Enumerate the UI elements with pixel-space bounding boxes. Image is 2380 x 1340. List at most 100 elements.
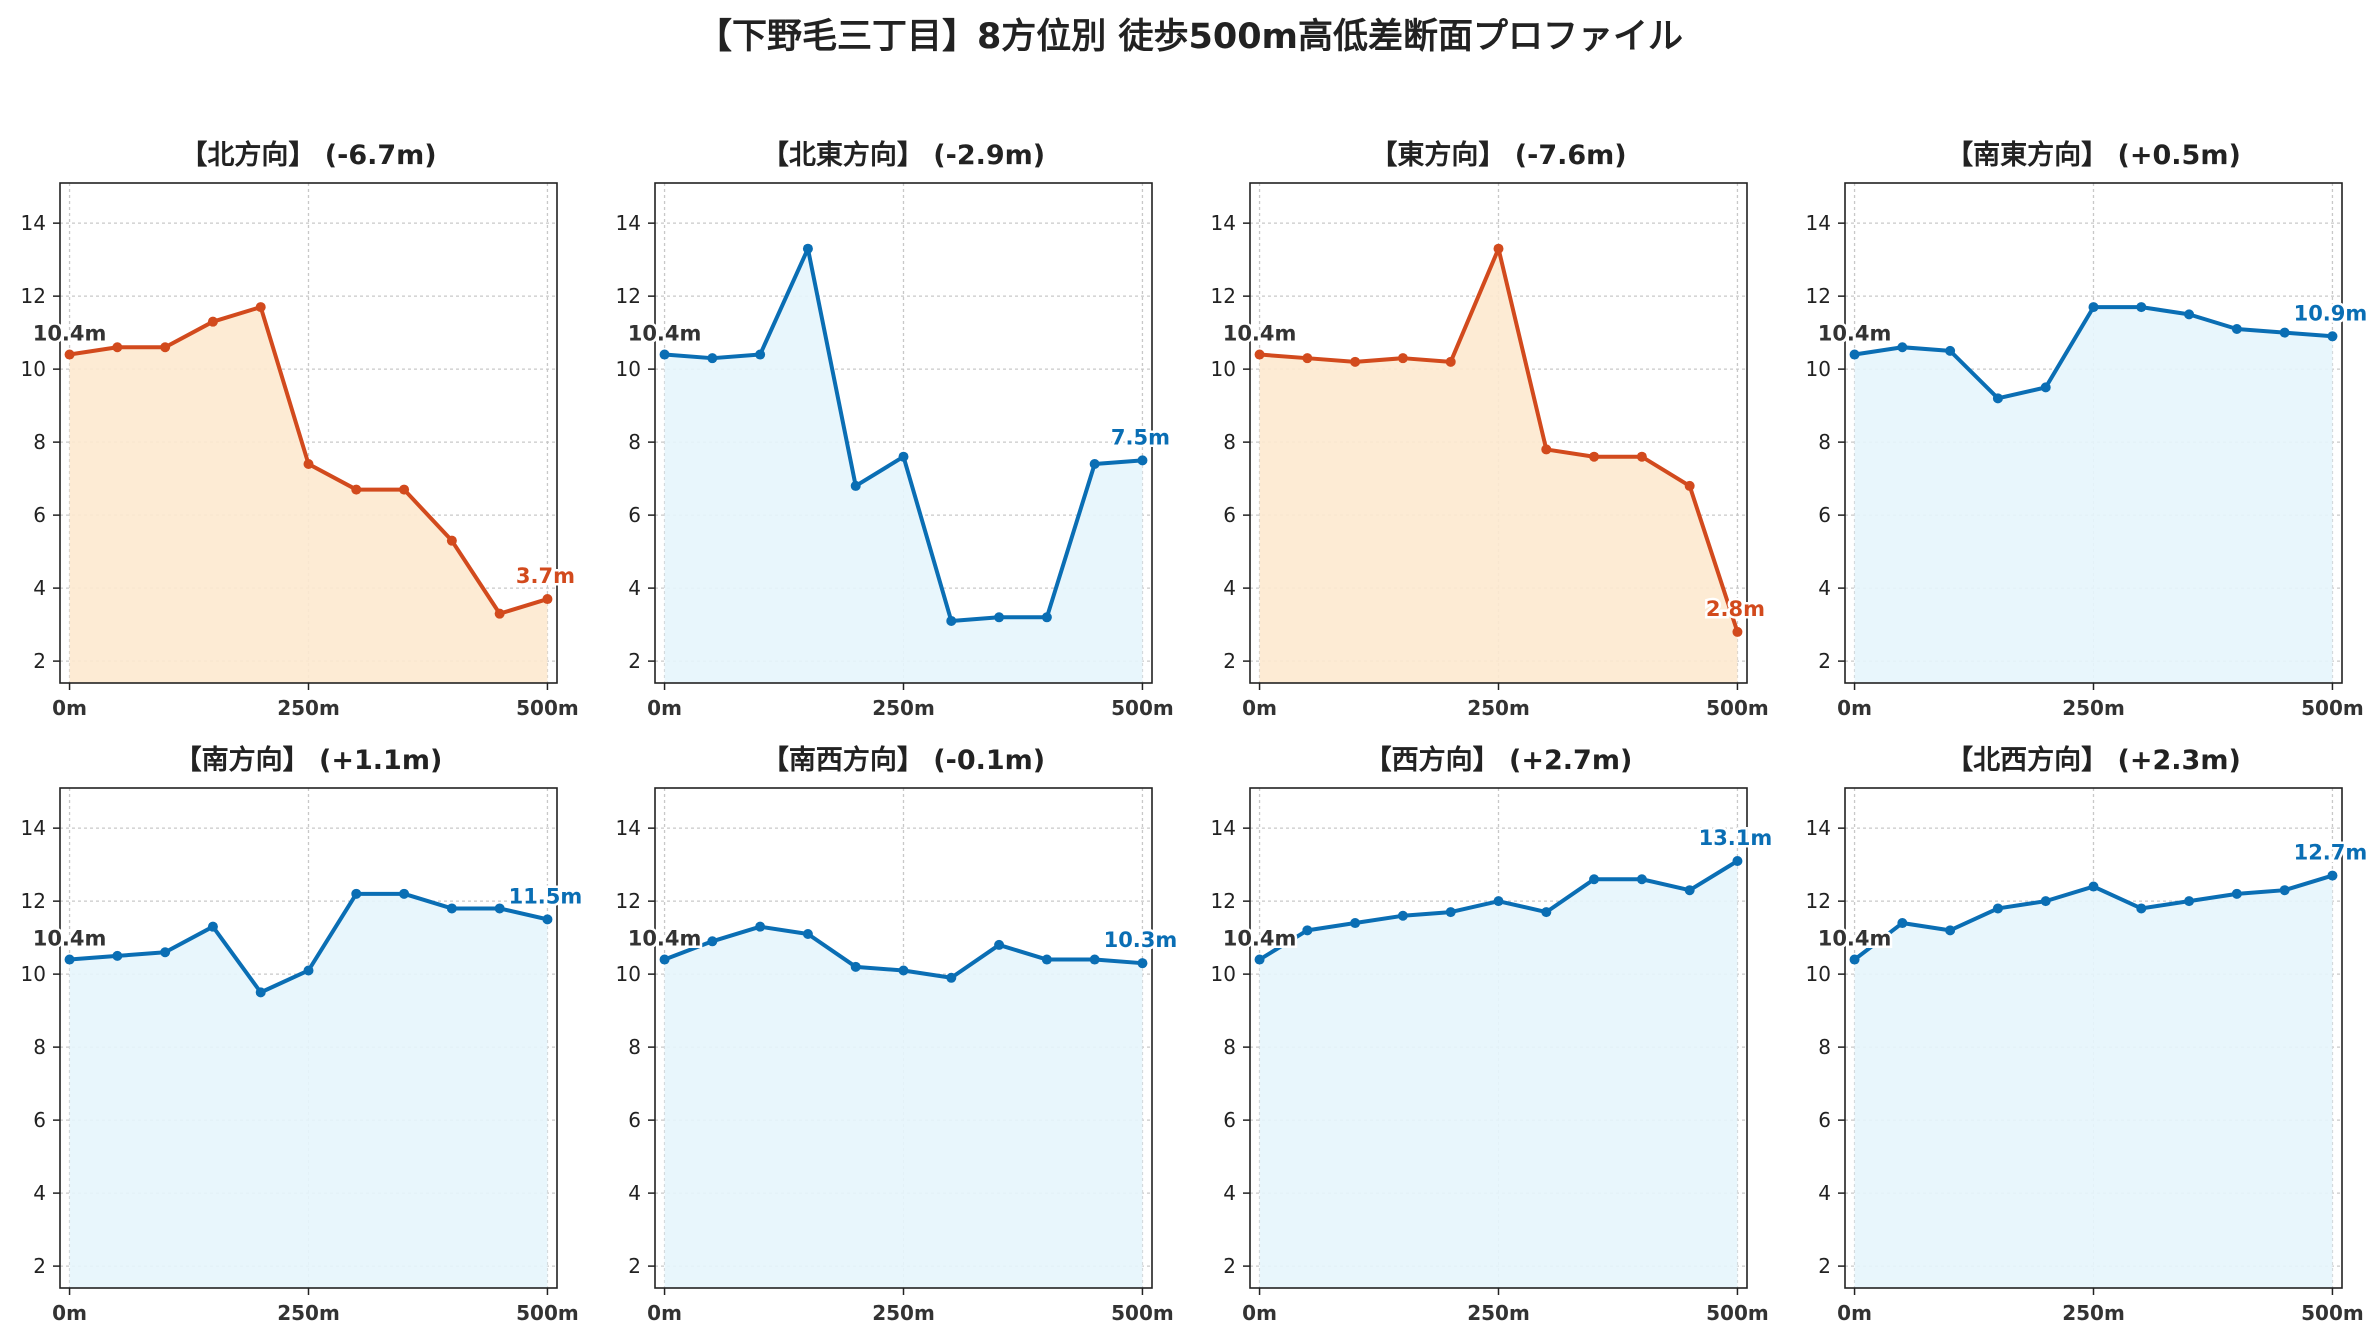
- y-tick-label: 10: [21, 962, 46, 986]
- panel-northeast: 【北東方向】 (-2.9m) 2 4 6 8 10 12 14 0m 250m 500m 10.4m 7…: [595, 130, 1190, 720]
- data-point: [2279, 885, 2290, 896]
- data-point: [446, 535, 457, 546]
- x-tick-label: 250m: [2062, 696, 2125, 720]
- data-point: [1849, 349, 1860, 360]
- area-fill: [69, 893, 548, 1288]
- end-value-label: 10.3m: [1104, 928, 1178, 952]
- x-tick-label: 500m: [2301, 1301, 2364, 1325]
- y-tick-label: 12: [1806, 889, 1831, 913]
- data-point: [64, 349, 75, 360]
- start-value-label: 10.4m: [1223, 927, 1297, 951]
- x-tick-label: 500m: [516, 1301, 579, 1325]
- data-point: [994, 939, 1005, 950]
- panel-title: 【南方向】 (+1.1m): [175, 744, 443, 776]
- y-tick-label: 2: [33, 1254, 46, 1278]
- y-tick-label: 4: [33, 576, 46, 600]
- y-tick-label: 14: [21, 211, 46, 235]
- area-fill: [664, 926, 1143, 1288]
- y-tick-label: 4: [1223, 1181, 1236, 1205]
- data-point: [659, 954, 670, 965]
- panel-title: 【西方向】 (+2.7m): [1365, 744, 1633, 776]
- area-fill: [1854, 307, 2333, 683]
- y-tick-label: 12: [21, 284, 46, 308]
- y-tick-label: 8: [1223, 430, 1236, 454]
- y-tick-label: 6: [1223, 503, 1236, 527]
- data-point: [160, 342, 171, 353]
- figure-title: 【下野毛三丁目】8方位別 徒歩500m高低差断面プロファイル: [696, 17, 1684, 57]
- start-value-label: 10.4m: [33, 322, 107, 346]
- x-tick-label: 500m: [1706, 1301, 1769, 1325]
- chart-northeast: 【北東方向】 (-2.9m) 2 4 6 8 10 12 14 0m 250m 500m 10.4m 7…: [616, 139, 1174, 720]
- chart-north: 【北方向】 (-6.7m) 2 4 6 8 10 12 14 0m 250m 500m 10.4m 3.…: [21, 139, 579, 720]
- data-point: [1089, 459, 1100, 470]
- y-tick-label: 14: [1211, 816, 1236, 840]
- data-point: [446, 903, 457, 914]
- x-tick-label: 0m: [1837, 696, 1872, 720]
- data-point: [659, 349, 670, 360]
- data-point: [207, 316, 218, 327]
- data-point: [2136, 302, 2147, 313]
- x-tick-label: 250m: [872, 1301, 935, 1325]
- start-value-label: 10.4m: [628, 322, 702, 346]
- data-point: [1254, 954, 1265, 965]
- data-point: [2184, 309, 2195, 320]
- data-point: [1541, 444, 1552, 455]
- y-tick-label: 2: [1818, 1254, 1831, 1278]
- y-tick-label: 8: [1818, 1035, 1831, 1059]
- start-value-label: 10.4m: [1818, 927, 1892, 951]
- data-point: [946, 972, 957, 983]
- y-tick-label: 2: [1223, 649, 1236, 673]
- y-tick-label: 10: [616, 962, 641, 986]
- y-tick-label: 6: [1818, 503, 1831, 527]
- area-fill: [1259, 248, 1738, 683]
- end-value-label: 2.8m: [1706, 597, 1765, 621]
- x-tick-label: 500m: [2301, 696, 2364, 720]
- y-tick-label: 8: [628, 1035, 641, 1059]
- data-point: [1137, 958, 1148, 969]
- y-tick-label: 4: [1818, 1181, 1831, 1205]
- y-tick-label: 10: [1211, 357, 1236, 381]
- data-point: [542, 594, 553, 605]
- start-value-label: 10.4m: [33, 927, 107, 951]
- area-fill: [69, 307, 548, 683]
- x-tick-label: 250m: [1467, 696, 1530, 720]
- data-point: [255, 302, 266, 313]
- data-point: [2279, 327, 2290, 338]
- x-tick-label: 0m: [52, 1301, 87, 1325]
- y-tick-label: 2: [1223, 1254, 1236, 1278]
- data-point: [494, 608, 505, 619]
- chart-west: 【西方向】 (+2.7m) 2 4 6 8 10 12 14 0m 250m 500m 10.4m 13…: [1211, 744, 1775, 1325]
- data-point: [850, 961, 861, 972]
- y-tick-label: 14: [616, 816, 641, 840]
- data-point: [898, 451, 909, 462]
- data-point: [1493, 896, 1504, 907]
- start-value-label: 10.4m: [1223, 322, 1297, 346]
- x-tick-label: 250m: [277, 1301, 340, 1325]
- x-tick-label: 500m: [1706, 696, 1769, 720]
- data-point: [2231, 323, 2242, 334]
- start-value-label: 10.4m: [1818, 322, 1892, 346]
- end-value-label: 12.7m: [2294, 841, 2368, 865]
- data-point: [255, 987, 266, 998]
- data-point: [1254, 349, 1265, 360]
- panel-southeast: 【南東方向】 (+0.5m) 2 4 6 8 10 12 14 0m 250m 500m 10.4m 1…: [1785, 130, 2380, 720]
- panel-title: 【北西方向】 (+2.3m): [1946, 744, 2241, 776]
- data-point: [1636, 451, 1647, 462]
- data-point: [898, 965, 909, 976]
- area-fill: [664, 248, 1143, 683]
- y-tick-label: 2: [1818, 649, 1831, 673]
- data-point: [1992, 393, 2003, 404]
- panel-south: 【南方向】 (+1.1m) 2 4 6 8 10 12 14 0m 250m 500m 10.4m 11…: [0, 735, 595, 1325]
- data-point: [802, 928, 813, 939]
- data-point: [303, 459, 314, 470]
- x-tick-label: 250m: [872, 696, 935, 720]
- x-tick-label: 500m: [1111, 1301, 1174, 1325]
- y-tick-label: 10: [1806, 962, 1831, 986]
- y-tick-label: 6: [33, 503, 46, 527]
- data-point: [1041, 954, 1052, 965]
- data-point: [1302, 353, 1313, 364]
- data-point: [946, 615, 957, 626]
- x-tick-label: 0m: [647, 696, 682, 720]
- y-tick-label: 10: [1806, 357, 1831, 381]
